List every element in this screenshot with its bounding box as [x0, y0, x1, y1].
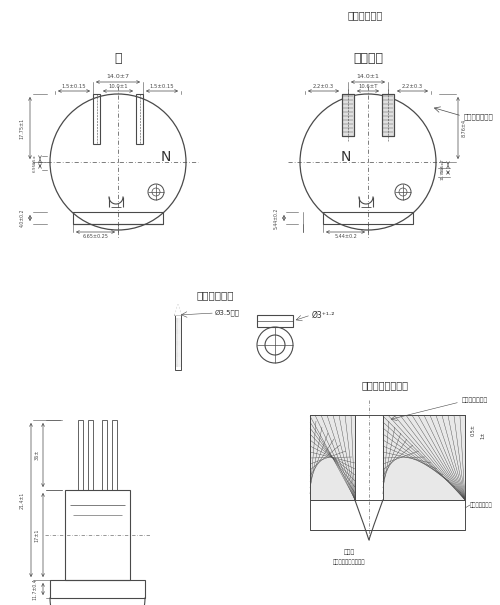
Bar	[50, 580, 145, 598]
Text: 刃受け穴: 刃受け穴	[353, 51, 383, 65]
Bar	[342, 94, 354, 136]
Text: 0.05±T: 0.05±T	[441, 157, 445, 172]
Bar	[310, 500, 465, 530]
Text: 10.6±T: 10.6±T	[358, 85, 378, 90]
Polygon shape	[175, 305, 181, 315]
Text: 0.5±: 0.5±	[33, 154, 37, 164]
Bar	[382, 94, 394, 136]
Text: 14.0±7: 14.0±7	[106, 74, 130, 79]
Text: 面取りすること: 面取りすること	[462, 397, 488, 403]
Text: ポッチの中心線: ポッチの中心線	[470, 502, 493, 508]
Bar	[257, 315, 293, 327]
Bar	[175, 315, 181, 370]
Text: Ø3⁺¹·²: Ø3⁺¹·²	[312, 310, 336, 319]
Bar	[323, 212, 413, 224]
Text: 8.76±4: 8.76±4	[462, 119, 466, 137]
Text: 6.95±: 6.95±	[33, 160, 37, 172]
Text: 5.44±0.2: 5.44±0.2	[334, 234, 357, 238]
Bar	[383, 415, 465, 500]
Bar	[102, 420, 107, 490]
Bar	[73, 212, 163, 224]
Text: 6.65±0.25: 6.65±0.25	[82, 234, 108, 238]
Text: 1.5±0.15: 1.5±0.15	[62, 85, 86, 90]
Text: 36±: 36±	[34, 450, 40, 460]
Bar	[382, 94, 394, 136]
Text: Ø3.5以上: Ø3.5以上	[215, 310, 240, 316]
Bar	[310, 415, 355, 500]
Bar	[383, 415, 465, 500]
Text: 4.0±0.2: 4.0±0.2	[20, 209, 24, 227]
Text: 14.0±1: 14.0±1	[356, 74, 380, 79]
Text: 11.75±: 11.75±	[441, 165, 445, 180]
Text: 0.5±: 0.5±	[470, 424, 476, 436]
Text: 11.7±0.4: 11.7±0.4	[32, 578, 38, 600]
Text: 1±: 1±	[480, 431, 486, 439]
Text: 1.5±0.15: 1.5±0.15	[150, 85, 174, 90]
Bar	[112, 420, 117, 490]
Text: 17.75±1: 17.75±1	[20, 117, 24, 139]
Text: 面取りすること: 面取りすること	[464, 114, 494, 120]
Text: 17±1: 17±1	[34, 528, 40, 541]
Text: 2.2±0.3: 2.2±0.3	[402, 85, 423, 90]
Text: 21.4±1: 21.4±1	[20, 491, 24, 509]
Text: 刃先の拡大図: 刃先の拡大図	[196, 290, 234, 300]
Text: N: N	[341, 150, 351, 164]
Text: 刃: 刃	[114, 51, 122, 65]
Text: 5.44±0.2: 5.44±0.2	[274, 208, 278, 229]
Bar	[136, 94, 143, 144]
Bar	[78, 420, 83, 490]
Text: 10.0±1: 10.0±1	[108, 85, 128, 90]
Bar	[310, 415, 355, 500]
Text: （単位ｍｍ）: （単位ｍｍ）	[348, 10, 382, 20]
Text: 2.2±0.3: 2.2±0.3	[313, 85, 334, 90]
Text: 刃受け穴の断面図: 刃受け穴の断面図	[362, 380, 408, 390]
Bar	[65, 490, 130, 580]
Bar	[342, 94, 354, 136]
Text: 刃受け: 刃受け	[344, 549, 354, 555]
Bar	[93, 94, 100, 144]
Text: （形状は一例を示す）: （形状は一例を示す）	[332, 559, 365, 565]
Text: N: N	[161, 150, 171, 164]
Bar	[88, 420, 93, 490]
